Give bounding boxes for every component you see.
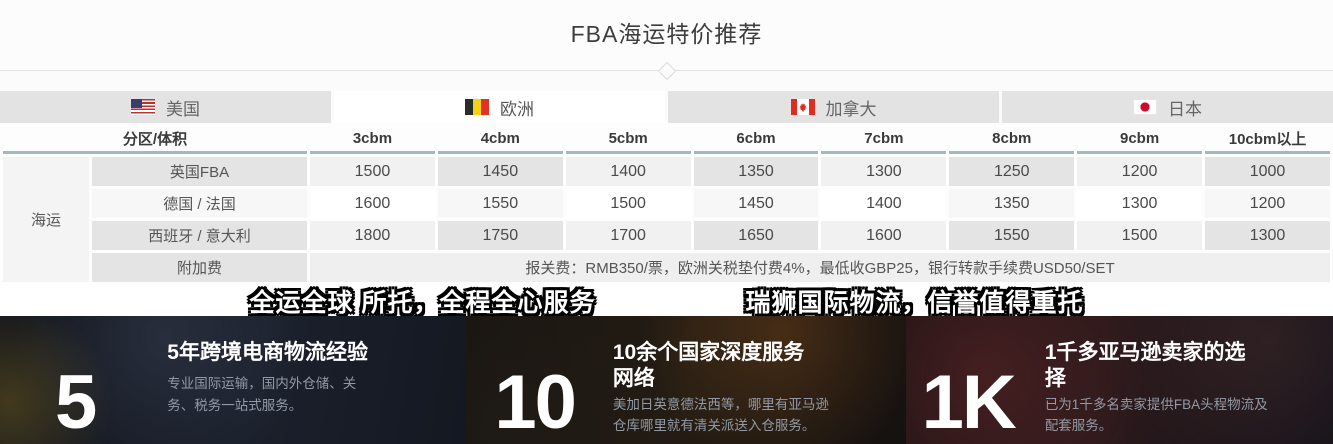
price-cell: 1500	[310, 157, 435, 186]
price-cell: 1750	[437, 221, 563, 250]
price-cell: 1400	[565, 157, 691, 186]
stat-panel-experience: 5 5年跨境电商物流经验 专业国际运输，国内外仓储、关务、税务一站式服务。	[0, 316, 467, 444]
canada-flag-icon	[790, 99, 815, 115]
col-header-4cbm: 4cbm	[437, 126, 563, 154]
price-cell: 1700	[565, 221, 691, 250]
divider	[0, 61, 1333, 80]
stat-description: 已为1千多名卖家提供FBA头程物流及配套服务。	[1044, 396, 1268, 434]
col-header-9cbm: 9cbm	[1077, 126, 1203, 154]
stat-text: 10余个国家深度服务网络 美加日英意德法西等，哪里有亚马逊仓库哪里就有清关派送入…	[613, 316, 835, 444]
price-cell: 1300	[1077, 189, 1203, 218]
price-cell: 1300	[821, 157, 947, 186]
diamond-icon	[657, 61, 676, 80]
col-header-7cbm: 7cbm	[821, 126, 947, 154]
stat-heading: 10余个国家深度服务网络	[612, 341, 805, 391]
price-cell: 1000	[1205, 157, 1330, 186]
table-header-row: 分区/体积 3cbm 4cbm 5cbm 6cbm 7cbm 8cbm 9cbm…	[3, 126, 1330, 154]
price-cell: 1800	[310, 221, 435, 250]
tab-europe[interactable]: 欧洲	[334, 91, 665, 123]
stat-heading: 5年跨境电商物流经验	[167, 341, 368, 364]
price-cell: 1500	[1077, 221, 1203, 250]
tab-japan-label: 日本	[1168, 99, 1202, 119]
slogan-right: 瑞狮国际物流，信誉值得重托	[745, 288, 1084, 317]
table-row-uk: 海运 英国FBA 1500 1450 1400 1350 1300 1250 1…	[3, 157, 1330, 282]
price-cell: 1350	[949, 189, 1075, 218]
price-cell: 1200	[1077, 157, 1203, 186]
price-cell: 1600	[821, 221, 947, 250]
stat-description: 美加日英意德法西等，哪里有亚马逊仓库哪里就有清关派送入仓服务。	[612, 396, 829, 434]
table-row-es-it: 西班牙 / 意大利 1800 1750 1700 1650 1600 1550 …	[3, 221, 1330, 250]
stat-text: 5年跨境电商物流经验 专业国际运输，国内外仓储、关务、税务一站式服务。	[167, 316, 399, 444]
tab-usa-label: 美国	[166, 99, 200, 119]
stat-heading: 1千多亚马逊卖家的选择	[1044, 341, 1246, 391]
price-cell: 1400	[821, 189, 947, 218]
stat-description: 专业国际运输，国内外仓储、关务、税务一站式服务。	[167, 376, 357, 413]
price-cell: 1250	[949, 157, 1075, 186]
belgium-flag-icon	[465, 99, 489, 115]
stat-panel-sellers: 1K 1千多亚马逊卖家的选择 已为1千多名卖家提供FBA头程物流及配套服务。	[906, 316, 1333, 444]
table-row-de-fr: 德国 / 法国 1600 1550 1500 1450 1400 1350 13…	[3, 189, 1330, 218]
price-cell: 1450	[693, 189, 819, 218]
stat-number: 1K	[921, 359, 1017, 444]
price-cell: 1650	[693, 221, 819, 250]
tab-europe-label: 欧洲	[500, 99, 534, 119]
country-tabs: 美国 欧洲 加拿大 日本	[0, 91, 1333, 123]
price-cell: 1350	[693, 157, 819, 186]
page-title: FBA海运特价推荐	[570, 21, 763, 47]
price-cell: 1500	[565, 189, 691, 218]
col-header-5cbm: 5cbm	[565, 126, 691, 154]
stat-panel-network: 10 10余个国家深度服务网络 美加日英意德法西等，哪里有亚马逊仓库哪里就有清关…	[466, 316, 906, 444]
japan-flag-icon	[1133, 99, 1157, 115]
col-header-10cbm: 10cbm以上	[1205, 126, 1330, 154]
section-header: FBA海运特价推荐	[0, 0, 1333, 80]
price-cell: 1600	[310, 189, 435, 218]
group-label-sea: 海运	[3, 157, 89, 282]
stat-text: 1千多亚马逊卖家的选择 已为1千多名卖家提供FBA头程物流及配套服务。	[1045, 316, 1277, 444]
price-cell: 1550	[949, 221, 1075, 250]
col-header-3cbm: 3cbm	[310, 126, 435, 154]
tab-canada[interactable]: 加拿大	[668, 91, 999, 123]
slogan-banner: 全运全球 所托，全程全心服务 瑞狮国际物流，信誉值得重托	[0, 285, 1333, 317]
us-flag-icon	[131, 99, 155, 115]
table-row-surcharge: 附加费 报关费：RMB350/票，欧洲关税垫付费4%，最低收GBP25，银行转款…	[3, 253, 1330, 282]
col-header-6cbm: 6cbm	[693, 126, 819, 154]
stats-strip: 5 5年跨境电商物流经验 专业国际运输，国内外仓储、关务、税务一站式服务。 10…	[0, 316, 1333, 444]
row-label: 德国 / 法国	[92, 189, 308, 218]
col-header-8cbm: 8cbm	[949, 126, 1075, 154]
price-cell: 1200	[1205, 189, 1330, 218]
price-cell: 1300	[1205, 221, 1330, 250]
tab-japan[interactable]: 日本	[1002, 91, 1333, 123]
stat-number: 5	[55, 359, 97, 444]
surcharge-label: 附加费	[92, 253, 308, 282]
price-cell: 1450	[437, 157, 563, 186]
price-cell: 1550	[437, 189, 563, 218]
tab-usa[interactable]: 美国	[0, 91, 331, 123]
surcharge-text: 报关费：RMB350/票，欧洲关税垫付费4%，最低收GBP25，银行转款手续费U…	[310, 253, 1330, 282]
row-label: 西班牙 / 意大利	[92, 221, 308, 250]
price-table: 分区/体积 3cbm 4cbm 5cbm 6cbm 7cbm 8cbm 9cbm…	[0, 123, 1333, 285]
slogan-left: 全运全球 所托，全程全心服务	[249, 288, 596, 317]
row-label: 英国FBA	[92, 157, 308, 186]
tab-canada-label: 加拿大	[825, 99, 877, 119]
col-header-zone: 分区/体积	[3, 126, 308, 154]
stat-number: 10	[494, 359, 577, 444]
